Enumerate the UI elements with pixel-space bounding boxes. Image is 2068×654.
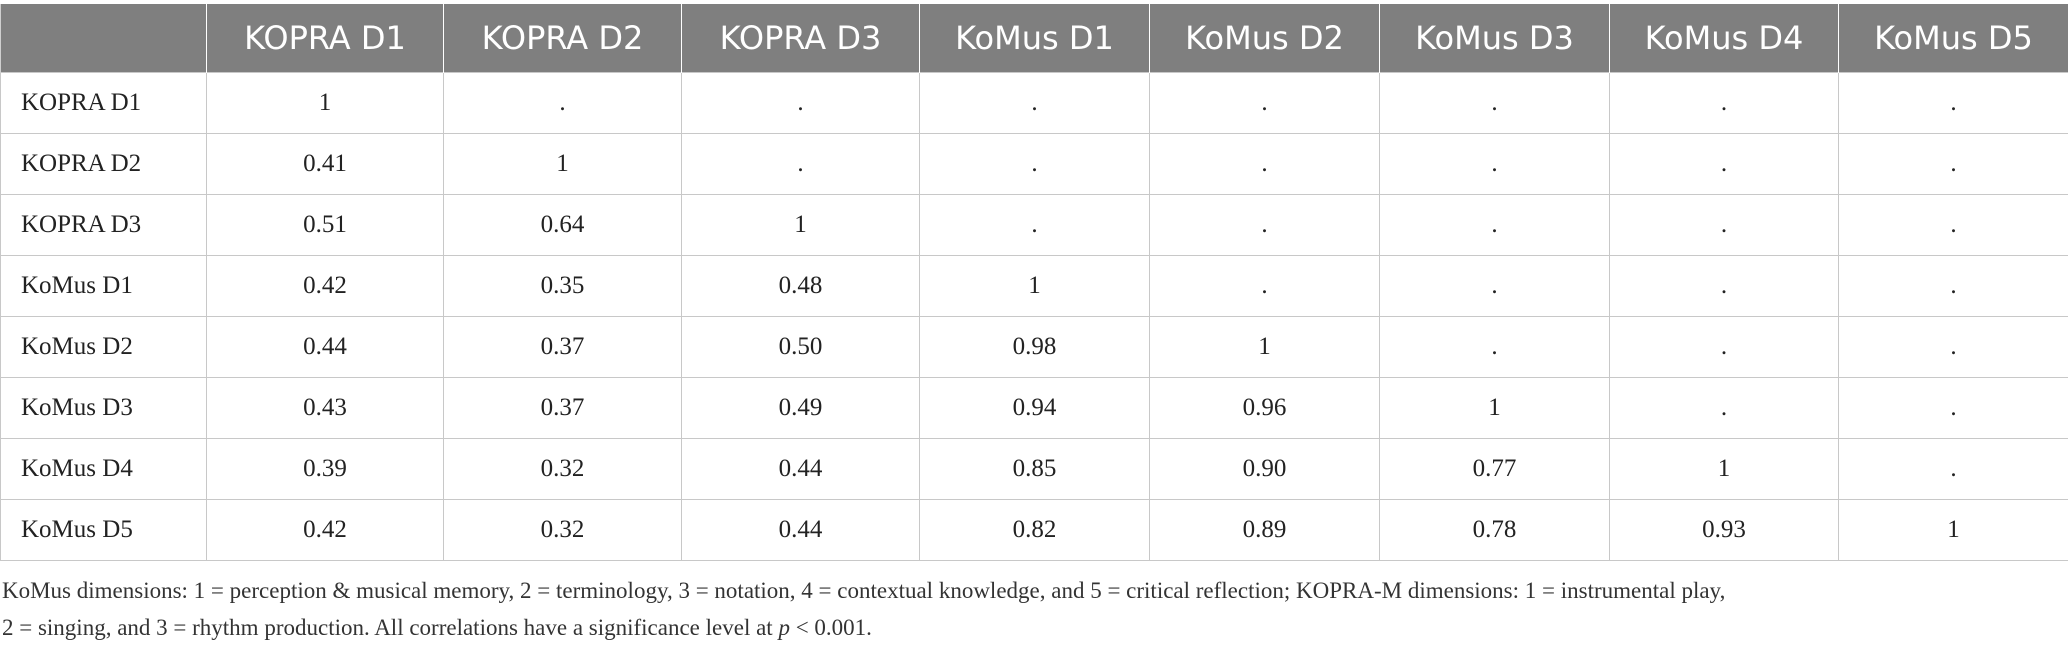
table-cell: 0.64	[443, 194, 682, 256]
table-cell: 0.49	[681, 377, 920, 439]
table-cell: 0.42	[206, 255, 444, 317]
table-cell: 1	[919, 255, 1150, 317]
table-cell: 0.32	[443, 438, 682, 500]
table-cell: .	[1609, 194, 1839, 256]
table-cell: .	[1379, 133, 1610, 195]
table-cell: .	[1379, 72, 1610, 134]
table-cell: .	[1609, 377, 1839, 439]
table-footnote: KoMus dimensions: 1 = perception & music…	[2, 572, 2062, 646]
row-header: KOPRA D3	[0, 194, 207, 256]
table-cell: 0.44	[681, 438, 920, 500]
table-cell: .	[1609, 72, 1839, 134]
table-cell: 0.37	[443, 316, 682, 378]
row-header: KoMus D3	[0, 377, 207, 439]
table-cell: 0.35	[443, 255, 682, 317]
table-cell: 0.42	[206, 499, 444, 561]
column-header: KOPRA D1	[206, 4, 444, 73]
table-cell: .	[1149, 133, 1380, 195]
footnote-line-2-text: 2 = singing, and 3 = rhythm production. …	[2, 615, 779, 640]
table-cell: 0.98	[919, 316, 1150, 378]
table-cell: 0.43	[206, 377, 444, 439]
table-cell: .	[1838, 255, 2068, 317]
table-cell: .	[1379, 316, 1610, 378]
table-row: KoMus D5 0.42 0.32 0.44 0.82 0.89 0.78 0.93 1	[0, 499, 2068, 561]
table-cell: 0.50	[681, 316, 920, 378]
column-header: KoMus D1	[919, 4, 1150, 73]
table-row: KoMus D4 0.39 0.32 0.44 0.85 0.90 0.77 1.	[0, 438, 2068, 500]
table-cell: 0.41	[206, 133, 444, 195]
table-cell: 1	[681, 194, 920, 256]
table-cell: .	[919, 133, 1150, 195]
table-cell: .	[1609, 133, 1839, 195]
table-cell: 0.89	[1149, 499, 1380, 561]
table-body: KOPRA D1 1....... KOPRA D2 0.41 1...... KOPRA…	[0, 72, 2068, 561]
table-row: KoMus D1 0.42 0.35 0.48 1....	[0, 255, 2068, 317]
correlation-table: KOPRA D1 KOPRA D2 KOPRA D3 KoMus D1 KoMu…	[0, 4, 2068, 561]
table-cell: .	[1838, 438, 2068, 500]
table-cell: 1	[1379, 377, 1610, 439]
table-cell: .	[1609, 255, 1839, 317]
table-row: KoMus D2 0.44 0.37 0.50 0.98 1...	[0, 316, 2068, 378]
footnote-line-2: 2 = singing, and 3 = rhythm production. …	[2, 609, 2062, 646]
table-cell: .	[1149, 255, 1380, 317]
table-cell: 0.85	[919, 438, 1150, 500]
table-cell: .	[1379, 194, 1610, 256]
table-cell: 0.90	[1149, 438, 1380, 500]
column-header: KOPRA D2	[443, 4, 682, 73]
row-header: KOPRA D2	[0, 133, 207, 195]
table-cell: 0.44	[206, 316, 444, 378]
column-header: KoMus D4	[1609, 4, 1839, 73]
table-cell: 1	[443, 133, 682, 195]
table-cell: 0.93	[1609, 499, 1839, 561]
row-header: KOPRA D1	[0, 72, 207, 134]
table-cell: .	[1838, 133, 2068, 195]
table-cell: .	[1838, 72, 2068, 134]
corner-header	[0, 4, 207, 73]
footnote-line-2-end: < 0.001.	[789, 615, 872, 640]
column-header: KOPRA D3	[681, 4, 920, 73]
table-row: KOPRA D3 0.51 0.64 1.....	[0, 194, 2068, 256]
table-cell: .	[1379, 255, 1610, 317]
table-cell: .	[1838, 194, 2068, 256]
column-header: KoMus D5	[1838, 4, 2068, 73]
table-cell: .	[681, 72, 920, 134]
table-cell: 0.51	[206, 194, 444, 256]
table-cell: 1	[1609, 438, 1839, 500]
header-row: KOPRA D1 KOPRA D2 KOPRA D3 KoMus D1 KoMu…	[0, 4, 2068, 73]
table-cell: .	[1838, 316, 2068, 378]
table-cell: 0.78	[1379, 499, 1610, 561]
table-row: KOPRA D2 0.41 1......	[0, 133, 2068, 195]
table-row: KoMus D3 0.43 0.37 0.49 0.94 0.96 1..	[0, 377, 2068, 439]
table-cell: 0.32	[443, 499, 682, 561]
table-cell: .	[1609, 316, 1839, 378]
table-cell: 1	[1838, 499, 2068, 561]
table-cell: .	[1149, 72, 1380, 134]
table-cell: 0.37	[443, 377, 682, 439]
row-header: KoMus D5	[0, 499, 207, 561]
table-row: KOPRA D1 1.......	[0, 72, 2068, 134]
p-variable: p	[778, 615, 790, 640]
table-cell: .	[443, 72, 682, 134]
table-cell: 0.39	[206, 438, 444, 500]
table-cell: .	[919, 194, 1150, 256]
table-cell: 0.96	[1149, 377, 1380, 439]
table-cell: .	[681, 133, 920, 195]
row-header: KoMus D1	[0, 255, 207, 317]
correlation-table-container: KOPRA D1 KOPRA D2 KOPRA D3 KoMus D1 KoMu…	[0, 4, 2068, 561]
table-cell: 0.82	[919, 499, 1150, 561]
row-header: KoMus D4	[0, 438, 207, 500]
column-header: KoMus D2	[1149, 4, 1380, 73]
table-cell: .	[1838, 377, 2068, 439]
footnote-line-1: KoMus dimensions: 1 = perception & music…	[2, 578, 1726, 603]
column-header: KoMus D3	[1379, 4, 1610, 73]
table-cell: .	[1149, 194, 1380, 256]
table-cell: 0.77	[1379, 438, 1610, 500]
table-cell: 1	[1149, 316, 1380, 378]
row-header: KoMus D2	[0, 316, 207, 378]
table-cell: 0.44	[681, 499, 920, 561]
table-cell: .	[919, 72, 1150, 134]
table-cell: 1	[206, 72, 444, 134]
table-cell: 0.94	[919, 377, 1150, 439]
table-cell: 0.48	[681, 255, 920, 317]
